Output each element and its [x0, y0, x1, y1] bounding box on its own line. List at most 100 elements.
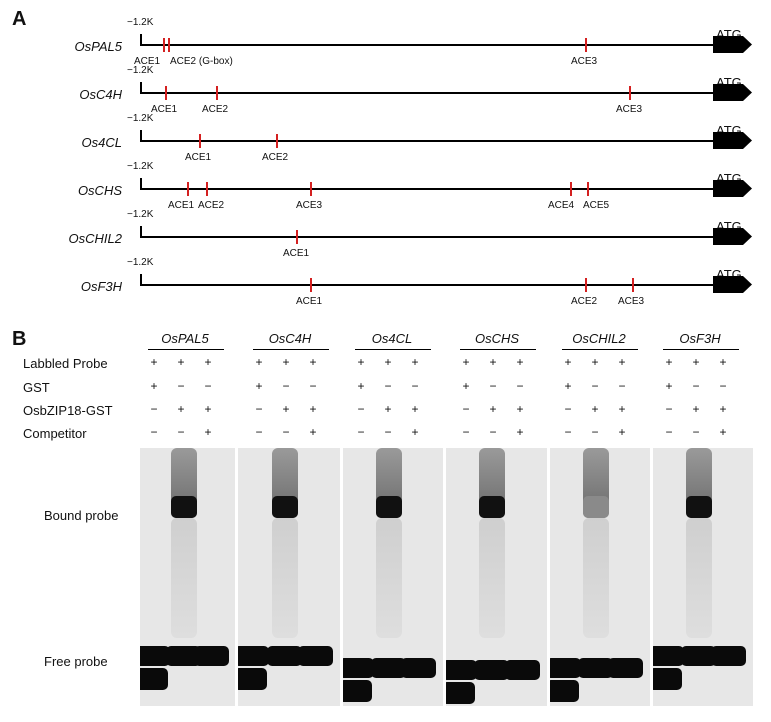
lane-sign: +: [204, 355, 212, 369]
gene-name: Os4CL: [81, 135, 122, 150]
ace-label: ACE1: [283, 248, 310, 259]
promoter-row: OsF3H −1.2K ACE1 ACE2 ACE3 ATG: [0, 257, 771, 307]
free-probe-band: [343, 658, 374, 678]
lane-sign: −: [489, 425, 497, 439]
start-position-label: −1.2K: [127, 161, 154, 172]
free-probe-lower-band: [653, 668, 682, 690]
ace-marker: [165, 86, 167, 100]
gene-name: OsC4H: [79, 87, 122, 102]
ace-marker: [216, 86, 218, 100]
ace-label: ACE1: [168, 200, 195, 211]
lane-sign: +: [719, 355, 727, 369]
lane-sign: +: [564, 379, 572, 393]
lane-sign: +: [411, 355, 419, 369]
lane-sign: +: [204, 425, 212, 439]
lane-sign: +: [564, 355, 572, 369]
lane-smear: [170, 518, 197, 638]
lane-sign: +: [150, 355, 158, 369]
lane-sign: −: [282, 425, 290, 439]
ace-label: ACE1: [134, 56, 161, 67]
start-position-label: −1.2K: [127, 113, 154, 124]
ace-marker: [187, 182, 189, 196]
free-probe-band: [550, 658, 581, 678]
ace-marker: [310, 182, 312, 196]
gel-gene-label: OsCHIL2: [572, 331, 626, 346]
lane-sign: +: [309, 402, 317, 416]
lane-sign: +: [665, 355, 673, 369]
lane-sign: −: [591, 425, 599, 439]
gel-gene-label: Os4CL: [371, 331, 413, 346]
ace-label: ACE4: [548, 200, 575, 211]
free-probe-band: [681, 646, 716, 666]
ace-marker: [276, 134, 278, 148]
lane-sign: +: [591, 355, 599, 369]
free-probe-lower-band: [446, 682, 476, 704]
free-probe-band: [297, 646, 333, 666]
lane-sign: −: [309, 379, 317, 393]
lane-sign: +: [384, 355, 392, 369]
lane-sign: +: [282, 402, 290, 416]
free-probe-lower-band: [550, 680, 579, 702]
gene-name: OsF3H: [80, 279, 122, 294]
bound-probe-band: [479, 496, 506, 518]
ace-label: ACE2: [198, 200, 225, 211]
gel-image: [140, 448, 235, 706]
lane-smear: [271, 518, 298, 638]
lane-sign: −: [357, 402, 365, 416]
free-probe-band: [653, 646, 684, 666]
lane-sign: −: [516, 379, 524, 393]
condition-label: GST: [23, 380, 50, 395]
free-probe-label: Free probe: [44, 654, 108, 669]
bound-probe-band: [686, 496, 712, 518]
free-probe-band: [608, 658, 643, 678]
ace-label: ACE3: [618, 296, 645, 307]
ace-marker: [296, 230, 298, 244]
lane-sign: +: [462, 355, 470, 369]
gel-gene-underline: [562, 349, 638, 350]
promoter-row: OsC4H −1.2K ACE1 ACE2 ACE3 ATG: [0, 65, 771, 115]
lane-sign: +: [150, 379, 158, 393]
lane-sign: +: [255, 379, 263, 393]
lane-sign: −: [177, 379, 185, 393]
gene-name: OsCHIL2: [68, 231, 122, 246]
start-position-label: −1.2K: [127, 65, 154, 76]
atg-arrow-icon: [713, 276, 752, 293]
atg-arrow-icon: [713, 84, 752, 101]
atg-arrow-icon: [713, 180, 752, 197]
ace-marker: [310, 278, 312, 292]
lane-smear: [376, 518, 402, 638]
lane-sign: +: [719, 425, 727, 439]
gel-gene-underline: [460, 349, 536, 350]
gel-gene-label: OsF3H: [679, 331, 721, 346]
ace-marker: [168, 38, 170, 52]
condition-label: OsbZIP18-GST: [23, 403, 113, 418]
free-probe-lower-band: [343, 680, 372, 702]
lane-sign: +: [357, 355, 365, 369]
lane-sign: +: [357, 379, 365, 393]
gene-name: OsCHS: [77, 183, 122, 198]
gel-image: [653, 448, 753, 706]
lane-sign: −: [665, 425, 673, 439]
ace-marker: [587, 182, 589, 196]
lane-sign: −: [411, 379, 419, 393]
gel-gene-underline: [253, 349, 329, 350]
lane-sign: −: [357, 425, 365, 439]
ace-label: ACE3: [571, 56, 598, 67]
start-tick: [140, 34, 142, 45]
free-probe-band: [578, 658, 613, 678]
lane-sign: +: [618, 402, 626, 416]
gel-gene-label: OsCHS: [474, 331, 520, 346]
gel-gene-label: OsPAL5: [161, 331, 209, 346]
gel-gene-underline: [355, 349, 431, 350]
lane-sign: −: [282, 379, 290, 393]
lane-sign: −: [462, 402, 470, 416]
lane-sign: +: [618, 355, 626, 369]
ace-label: ACE1: [185, 152, 212, 163]
lane-sign: −: [618, 379, 626, 393]
lane-sign: −: [150, 425, 158, 439]
start-tick: [140, 130, 142, 141]
atg-arrow-icon: [713, 228, 752, 245]
ace-label: ACE5: [583, 200, 610, 211]
lane-sign: +: [665, 379, 673, 393]
atg-arrow-icon: [713, 132, 752, 149]
